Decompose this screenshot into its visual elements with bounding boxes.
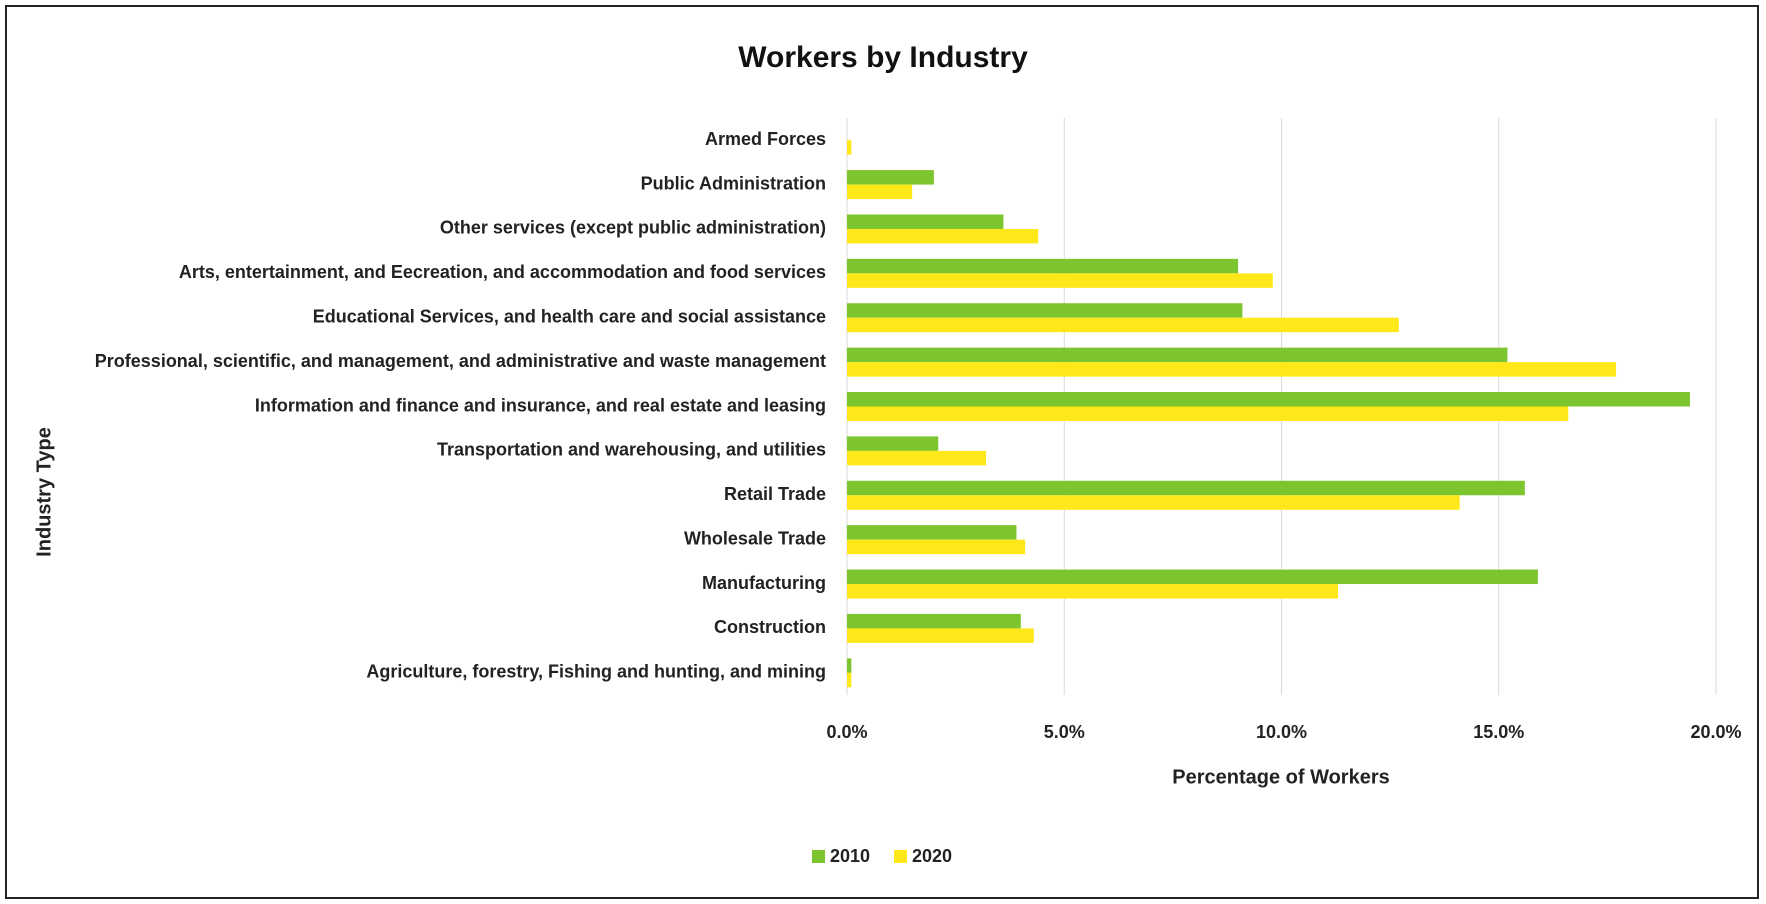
bar (847, 436, 939, 451)
y-tick-label: Information and finance and insurance, a… (255, 395, 826, 415)
legend-label: 2010 (830, 846, 870, 866)
bar (847, 539, 1026, 555)
x-axis-label: Percentage of Workers (1172, 766, 1390, 788)
legend-swatch (812, 850, 825, 863)
bar (847, 406, 1569, 421)
y-tick-label: Armed Forces (705, 129, 826, 149)
bar (847, 392, 1690, 407)
bar (847, 303, 1243, 318)
bar (847, 584, 1338, 599)
bar (847, 184, 913, 200)
bar (847, 258, 1239, 274)
bar (847, 347, 1508, 363)
y-axis-label: Industry Type (33, 427, 55, 557)
y-tick-label: Professional, scientific, and management… (95, 351, 826, 371)
bar (847, 480, 1525, 496)
y-tick-label: Construction (714, 617, 826, 637)
bar (847, 525, 1017, 540)
bar (847, 140, 852, 155)
bar (847, 658, 852, 673)
y-tick-label: Retail Trade (724, 484, 826, 504)
bar (847, 317, 1399, 333)
bar (847, 613, 1021, 629)
chart-title: Workers by Industry (738, 41, 1028, 74)
x-tick-label: 10.0% (1256, 722, 1307, 742)
bar (847, 273, 1273, 288)
y-tick-label: Agriculture, forestry, Fishing and hunti… (366, 662, 826, 682)
y-tick-label: Manufacturing (702, 573, 826, 593)
x-tick-label: 15.0% (1473, 722, 1524, 742)
y-tick-label: Educational Services, and health care an… (313, 306, 826, 326)
y-tick-label: Arts, entertainment, and Eecreation, and… (179, 262, 826, 282)
bar (847, 495, 1460, 510)
bar (847, 569, 1538, 585)
bar (847, 672, 852, 688)
y-tick-label: Public Administration (641, 173, 826, 193)
y-tick-label: Transportation and warehousing, and util… (437, 440, 826, 460)
bar (847, 170, 934, 185)
y-tick-label: Wholesale Trade (684, 528, 826, 548)
bar (847, 228, 1039, 244)
bar (847, 362, 1617, 377)
bar (847, 450, 987, 466)
x-tick-label: 0.0% (826, 722, 867, 742)
bar (847, 214, 1004, 229)
y-tick-label: Other services (except public administra… (440, 218, 826, 238)
x-tick-label: 20.0% (1690, 722, 1741, 742)
legend-label: 2020 (912, 846, 952, 866)
x-tick-label: 5.0% (1044, 722, 1085, 742)
bar (847, 628, 1034, 643)
legend-swatch (894, 850, 907, 863)
